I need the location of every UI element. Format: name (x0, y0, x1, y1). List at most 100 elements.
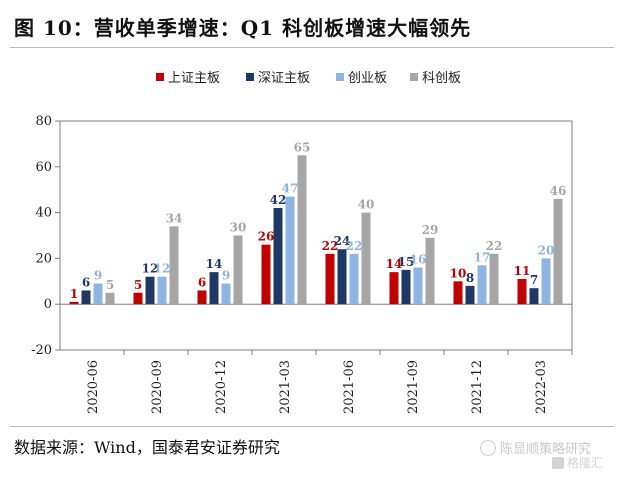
x-tick-label: 2022-03 (534, 360, 549, 414)
bar (413, 267, 423, 305)
legend-swatch (246, 73, 254, 81)
bar (477, 265, 487, 305)
bar (553, 198, 563, 305)
bar (325, 253, 335, 305)
y-tick-label: 20 (35, 251, 52, 266)
data-label: 14 (386, 257, 403, 271)
bar-series (69, 155, 563, 305)
legend-label: 上证主板 (168, 71, 220, 86)
data-label: 12 (154, 262, 171, 276)
data-label: 15 (398, 255, 415, 269)
legend-label: 科创板 (422, 71, 461, 86)
data-label: 26 (258, 230, 275, 244)
x-tick-label: 2021-12 (470, 360, 485, 414)
bar (273, 208, 283, 305)
page-title: 图 10：营收单季增速：Q1 科创板增速大幅领先 (14, 16, 472, 40)
legend-swatch (336, 73, 344, 81)
bar (389, 272, 399, 305)
legend-label: 深证主板 (258, 71, 310, 86)
chart-legend: 上证主板 深证主板 创业板 科创板 (156, 71, 461, 86)
bar (541, 258, 551, 305)
bar (261, 244, 271, 305)
bar (169, 226, 179, 305)
bar (465, 285, 475, 305)
data-label: 7 (530, 273, 538, 287)
x-tick-label: 2021-09 (406, 360, 421, 414)
data-label: 22 (322, 239, 339, 253)
bar (361, 212, 371, 305)
legend-swatch (410, 73, 418, 81)
y-tick-label: 0 (44, 297, 52, 312)
x-tick-label: 2020-09 (150, 360, 165, 414)
data-label: 17 (474, 250, 491, 264)
data-label: 30 (230, 221, 247, 235)
bar (69, 301, 79, 305)
x-axis: 2020-06 2020-09 2020-12 2021-03 2021-06 2021-… (86, 350, 573, 414)
y-tick-label: 40 (35, 206, 52, 221)
data-label: 34 (166, 211, 183, 225)
bar (401, 269, 411, 305)
bar (285, 196, 295, 305)
data-label: 29 (422, 223, 439, 237)
data-source-note: 数据来源：Wind，国泰君安证券研究 (14, 438, 280, 457)
data-labels: 16 95 512123461493026424765222422401415162… (70, 140, 567, 301)
data-label: 47 (282, 182, 299, 196)
watermark-secondary: 格隆汇 (552, 454, 603, 471)
bar (145, 276, 155, 305)
y-axis: -20 0 20 40 60 80 (31, 114, 60, 358)
y-tick-label: 60 (35, 160, 52, 175)
x-tick-label: 2021-03 (278, 360, 293, 414)
bar (297, 155, 307, 305)
bar (529, 288, 539, 305)
data-label: 16 (410, 253, 427, 267)
data-label: 5 (134, 278, 142, 292)
data-label: 24 (334, 234, 351, 248)
data-label: 22 (486, 239, 503, 253)
legend-swatch (156, 73, 164, 81)
data-label: 6 (198, 275, 206, 289)
bar (453, 281, 463, 305)
data-label: 12 (142, 262, 159, 276)
bar (489, 253, 499, 305)
data-label: 1 (70, 287, 78, 301)
bar (221, 283, 231, 305)
bar (209, 272, 219, 305)
legend-label: 创业板 (348, 71, 387, 86)
data-label: 20 (538, 243, 555, 257)
watermark-secondary-text: 格隆汇 (567, 456, 604, 470)
data-label: 22 (346, 239, 363, 253)
bar (425, 237, 435, 305)
plot-area-frame (59, 120, 573, 351)
bar (93, 283, 103, 305)
title-divider (10, 47, 614, 48)
x-tick-label: 2020-06 (86, 360, 101, 414)
y-tick-label: -20 (31, 343, 52, 358)
data-label: 42 (270, 193, 287, 207)
data-label: 5 (106, 278, 114, 292)
data-label: 9 (94, 269, 102, 283)
bar (133, 292, 143, 305)
bar (197, 290, 207, 305)
watermark: 陈显顺策略研究 (480, 438, 591, 457)
data-label: 10 (450, 266, 467, 280)
logo-icon (552, 456, 564, 469)
bar (349, 253, 359, 305)
bar (233, 235, 243, 305)
bar (157, 276, 167, 305)
wechat-icon (480, 439, 496, 456)
data-label: 14 (206, 257, 223, 271)
data-label: 9 (222, 269, 230, 283)
data-label: 6 (82, 275, 90, 289)
data-label: 8 (466, 271, 474, 285)
footer-divider (10, 426, 614, 427)
bar (81, 290, 91, 305)
data-label: 46 (550, 184, 567, 198)
bar (517, 279, 527, 305)
data-label: 11 (514, 264, 531, 278)
watermark-text: 陈显顺策略研究 (500, 442, 592, 457)
x-tick-label: 2021-06 (342, 360, 357, 414)
x-tick-label: 2020-12 (214, 360, 229, 414)
data-label: 65 (294, 140, 311, 154)
y-tick-label: 80 (35, 114, 52, 129)
